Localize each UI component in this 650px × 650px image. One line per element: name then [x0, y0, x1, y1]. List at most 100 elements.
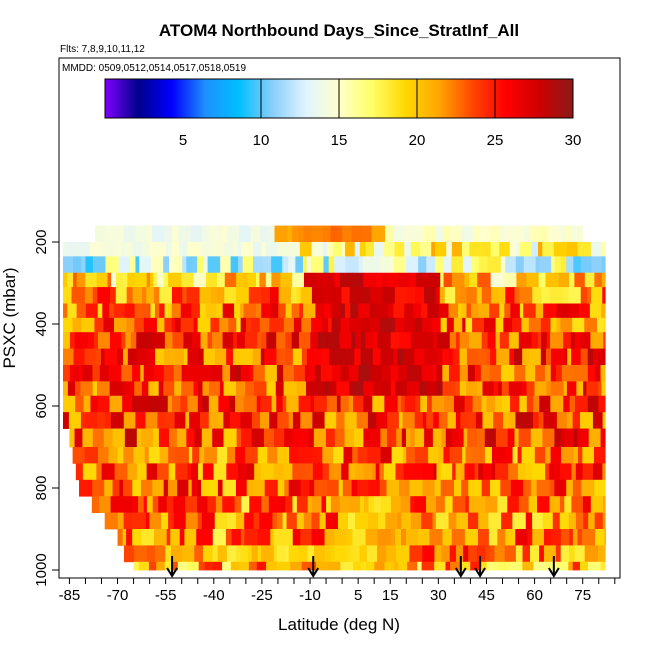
heat-cell [375, 463, 380, 481]
heat-cell [540, 317, 551, 333]
heat-cell [121, 332, 126, 349]
heat-cell [154, 365, 165, 382]
heat-cell [63, 242, 68, 257]
heat-cell [185, 412, 190, 429]
heat-cell [499, 287, 506, 304]
heat-cell [261, 303, 272, 319]
heat-cell [461, 303, 467, 319]
heat-cell [244, 529, 258, 546]
heat-cell [211, 365, 223, 382]
heat-cell [414, 447, 429, 464]
heat-cell [587, 348, 594, 366]
heat-cell [98, 447, 109, 464]
heat-cell [363, 395, 373, 413]
heat-cell [584, 545, 599, 563]
heat-cell [528, 496, 538, 513]
heat-cell [314, 479, 328, 497]
heat-cell [455, 381, 461, 397]
heat-cell [342, 225, 352, 243]
heat-cell [431, 242, 436, 257]
heat-cell [181, 365, 195, 382]
heat-cell [100, 348, 105, 366]
heat-cell [602, 463, 606, 481]
heat-cell [92, 381, 98, 397]
heat-cell [205, 303, 217, 319]
heat-cell [418, 256, 427, 274]
heat-cell [108, 365, 122, 382]
heat-cell [415, 225, 425, 243]
down-arrow-icon [474, 556, 486, 578]
heat-cell [127, 463, 138, 481]
heat-cell [519, 242, 532, 257]
heat-cell [444, 395, 455, 413]
heat-cell [394, 287, 408, 304]
heat-cell [351, 479, 358, 497]
heat-cell [337, 512, 349, 530]
heat-cell [164, 332, 173, 349]
heat-cell [357, 447, 368, 464]
heat-cell [476, 428, 486, 448]
heat-cell [156, 242, 167, 257]
heat-cell [198, 561, 206, 571]
heat-cell [527, 412, 534, 429]
heat-cell [186, 256, 193, 274]
heat-cell [592, 412, 604, 429]
heat-cell [249, 365, 254, 382]
heat-cell [99, 496, 111, 513]
heat-cell [580, 348, 589, 366]
heat-cell [135, 256, 140, 274]
x-axis: -85 -70 -55 -40 -25 -10 5 15 30 45 60 75 [59, 578, 616, 604]
heat-cell [574, 545, 586, 563]
heat-cell [354, 348, 361, 366]
heat-cell [366, 561, 375, 571]
heat-cell [175, 348, 185, 366]
heat-cell [285, 348, 294, 366]
heat-cell [143, 496, 148, 513]
heat-cell [497, 529, 506, 546]
heat-cell [545, 348, 552, 366]
heat-cell [160, 348, 165, 366]
heat-cell [410, 496, 415, 513]
heat-cell [532, 512, 544, 530]
heat-cell [398, 412, 403, 429]
heat-cell [75, 381, 81, 397]
heat-cell [259, 512, 273, 530]
heat-cell [63, 303, 68, 319]
heat-cell [576, 381, 584, 397]
heat-cell [163, 381, 175, 397]
heat-cell [401, 428, 407, 448]
heat-cell [225, 529, 232, 546]
heat-cell [422, 412, 427, 429]
heat-cell [132, 242, 143, 257]
heat-cell [500, 479, 512, 497]
heat-cell [204, 447, 218, 464]
heat-cell [126, 317, 135, 333]
heat-cell [481, 561, 488, 571]
heat-cell [339, 272, 353, 288]
heat-cell [435, 225, 444, 243]
heat-cell [384, 561, 395, 571]
heat-cell [580, 412, 594, 429]
heat-cell [363, 463, 373, 481]
subtitle-flights: Flts: 7,8,9,10,11,12 [60, 44, 145, 55]
heat-cell [208, 395, 219, 413]
heat-cell [469, 242, 483, 257]
heat-cell [85, 412, 98, 429]
heat-cell [350, 303, 359, 319]
heat-cell [562, 287, 569, 304]
heat-cell [222, 561, 232, 571]
heat-cell [201, 428, 213, 448]
heat-cell [572, 317, 585, 333]
heat-cell [76, 272, 86, 288]
heat-cell [512, 512, 527, 530]
heat-cell [403, 225, 417, 243]
heat-cell [398, 561, 408, 571]
heat-cell [321, 496, 327, 513]
heat-cell [322, 242, 328, 257]
heat-cell [434, 479, 442, 497]
heat-cell [459, 348, 468, 366]
heat-cell [63, 256, 74, 274]
heat-cell [184, 348, 188, 366]
heat-cell [221, 225, 228, 243]
heat-cell [407, 365, 415, 382]
